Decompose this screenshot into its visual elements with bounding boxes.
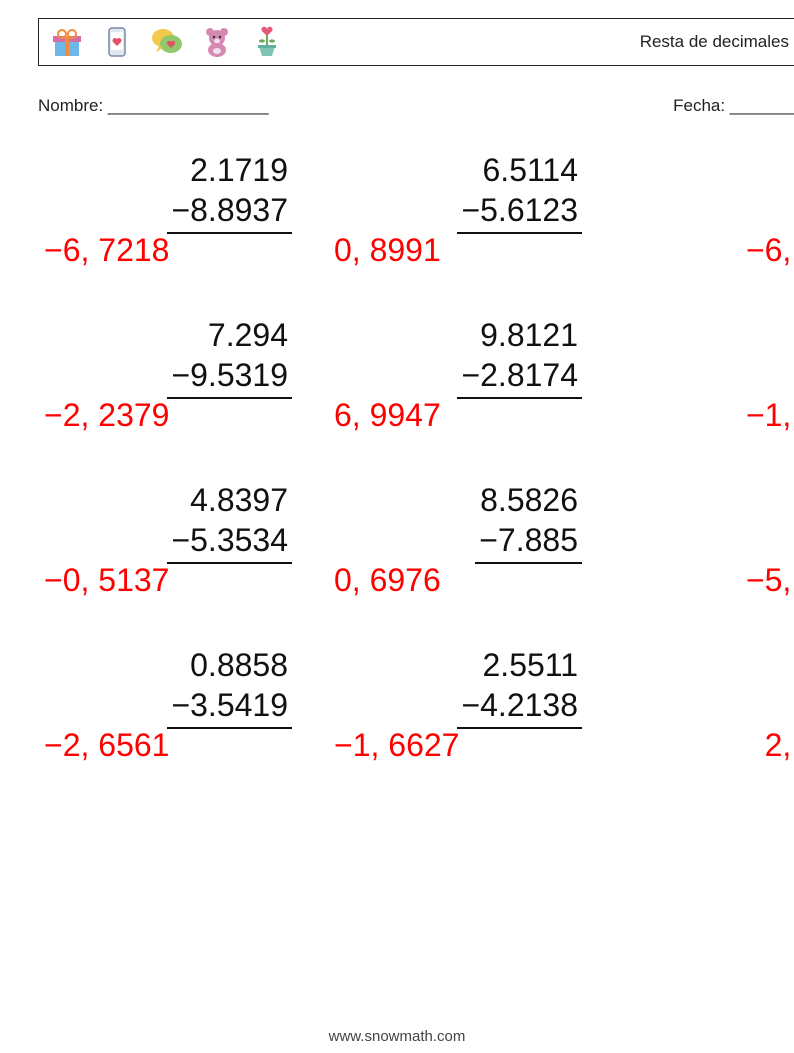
- answer: −1, 8: [746, 397, 794, 434]
- problem-stack: 4.8397−5.3534: [167, 480, 292, 564]
- problem-stack: 7.294−9.5319: [167, 315, 292, 399]
- minuend: 7.294: [167, 315, 292, 355]
- answer: −2, 2379: [44, 397, 169, 434]
- problem-stack: 8.5826−7.885: [475, 480, 582, 564]
- problem-row: 4.8397−5.3534−0, 5137 8.5826−7.885 0, 6976…: [38, 470, 794, 635]
- problem-cell: 4.8397−5.3534−0, 5137: [38, 470, 328, 635]
- minuend: 9.8121: [457, 315, 582, 355]
- flower-pot-icon: [247, 22, 287, 62]
- minuend: 6.5114: [457, 150, 582, 190]
- problem-stack: 9.8121−2.8174: [457, 315, 582, 399]
- problem-stack: 2.1719−8.8937: [167, 150, 292, 234]
- footer-url: www.snowmath.com: [0, 1028, 794, 1045]
- minuend: 2.5511: [457, 645, 582, 685]
- answer: −1, 6627: [334, 727, 459, 764]
- icon-strip: [47, 22, 287, 62]
- problem-cell: −6, 5: [618, 140, 794, 305]
- subtrahend: −4.2138: [457, 685, 582, 729]
- problem-cell: 2.5511−4.2138−1, 6627: [328, 635, 618, 800]
- minuend: 8.5826: [475, 480, 582, 520]
- problem-cell: 2, 1: [618, 635, 794, 800]
- subtrahend: −2.8174: [457, 355, 582, 399]
- problem-cell: 0.8858−3.5419−2, 6561: [38, 635, 328, 800]
- problem-row: 7.294−9.5319−2, 2379 9.8121−2.8174 6, 9947…: [38, 305, 794, 470]
- problem-cell: 6.5114−5.6123 0, 8991: [328, 140, 618, 305]
- problem-stack: 0.8858−3.5419: [167, 645, 292, 729]
- answer: −2, 6561: [44, 727, 169, 764]
- minuend: 2.1719: [167, 150, 292, 190]
- answer: 6, 9947: [334, 397, 441, 434]
- problem-cell: 9.8121−2.8174 6, 9947: [328, 305, 618, 470]
- problem-row: 2.1719−8.8937−6, 7218 6.5114−5.6123 0, 899…: [38, 140, 794, 305]
- gift-icon: [47, 22, 87, 62]
- problem-stack: 2.5511−4.2138: [457, 645, 582, 729]
- problem-cell: −5, 9: [618, 470, 794, 635]
- answer: −6, 5: [746, 232, 794, 269]
- problem-stack: 6.5114−5.6123: [457, 150, 582, 234]
- answer: −0, 5137: [44, 562, 169, 599]
- subtrahend: −5.6123: [457, 190, 582, 234]
- subtrahend: −9.5319: [167, 355, 292, 399]
- answer: 2, 1: [765, 727, 794, 764]
- problem-cell: 7.294−9.5319−2, 2379: [38, 305, 328, 470]
- name-field: Nombre: _________________: [38, 96, 269, 116]
- problem-cell: −1, 8: [618, 305, 794, 470]
- subtrahend: −5.3534: [167, 520, 292, 564]
- answer: −6, 7218: [44, 232, 169, 269]
- minuend: 4.8397: [167, 480, 292, 520]
- answer: 0, 6976: [334, 562, 441, 599]
- subtrahend: −8.8937: [167, 190, 292, 234]
- speech-heart-icon: [147, 22, 187, 62]
- meta-row: Nombre: _________________ Fecha: _______: [38, 96, 794, 116]
- problem-cell: 2.1719−8.8937−6, 7218: [38, 140, 328, 305]
- worksheet-title: Resta de decimales: [640, 32, 789, 52]
- subtrahend: −7.885: [475, 520, 582, 564]
- problems-grid: 2.1719−8.8937−6, 7218 6.5114−5.6123 0, 899…: [38, 140, 794, 800]
- subtrahend: −3.5419: [167, 685, 292, 729]
- phone-heart-icon: [97, 22, 137, 62]
- teddy-icon: [197, 22, 237, 62]
- answer: −5, 9: [746, 562, 794, 599]
- problem-cell: 8.5826−7.885 0, 6976: [328, 470, 618, 635]
- minuend: 0.8858: [167, 645, 292, 685]
- date-field: Fecha: _______: [673, 96, 794, 116]
- header-bar: Resta de decimales: [38, 18, 794, 66]
- answer: 0, 8991: [334, 232, 441, 269]
- problem-row: 0.8858−3.5419−2, 65612.5511−4.2138−1, 66…: [38, 635, 794, 800]
